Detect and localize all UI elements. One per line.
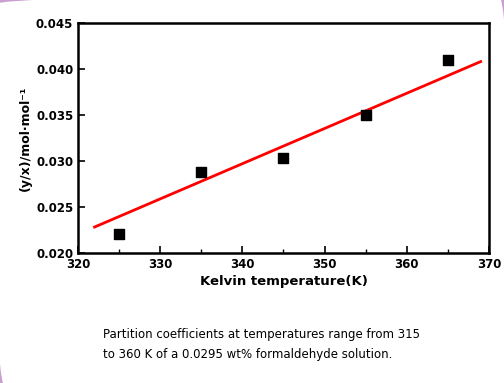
Point <box>279 155 287 161</box>
Text: Partition coefficients at temperatures range from 315: Partition coefficients at temperatures r… <box>103 327 420 340</box>
Text: to 360 K of a 0.0295 wt% formaldehyde solution.: to 360 K of a 0.0295 wt% formaldehyde so… <box>103 348 393 361</box>
Point <box>444 57 452 63</box>
Text: Figure 5: Figure 5 <box>27 336 82 348</box>
X-axis label: Kelvin temperature(K): Kelvin temperature(K) <box>200 275 367 288</box>
Point <box>361 112 369 118</box>
Point <box>115 231 123 237</box>
Point <box>197 169 205 175</box>
Y-axis label: (y/x)/mol·mol⁻¹: (y/x)/mol·mol⁻¹ <box>19 85 32 191</box>
